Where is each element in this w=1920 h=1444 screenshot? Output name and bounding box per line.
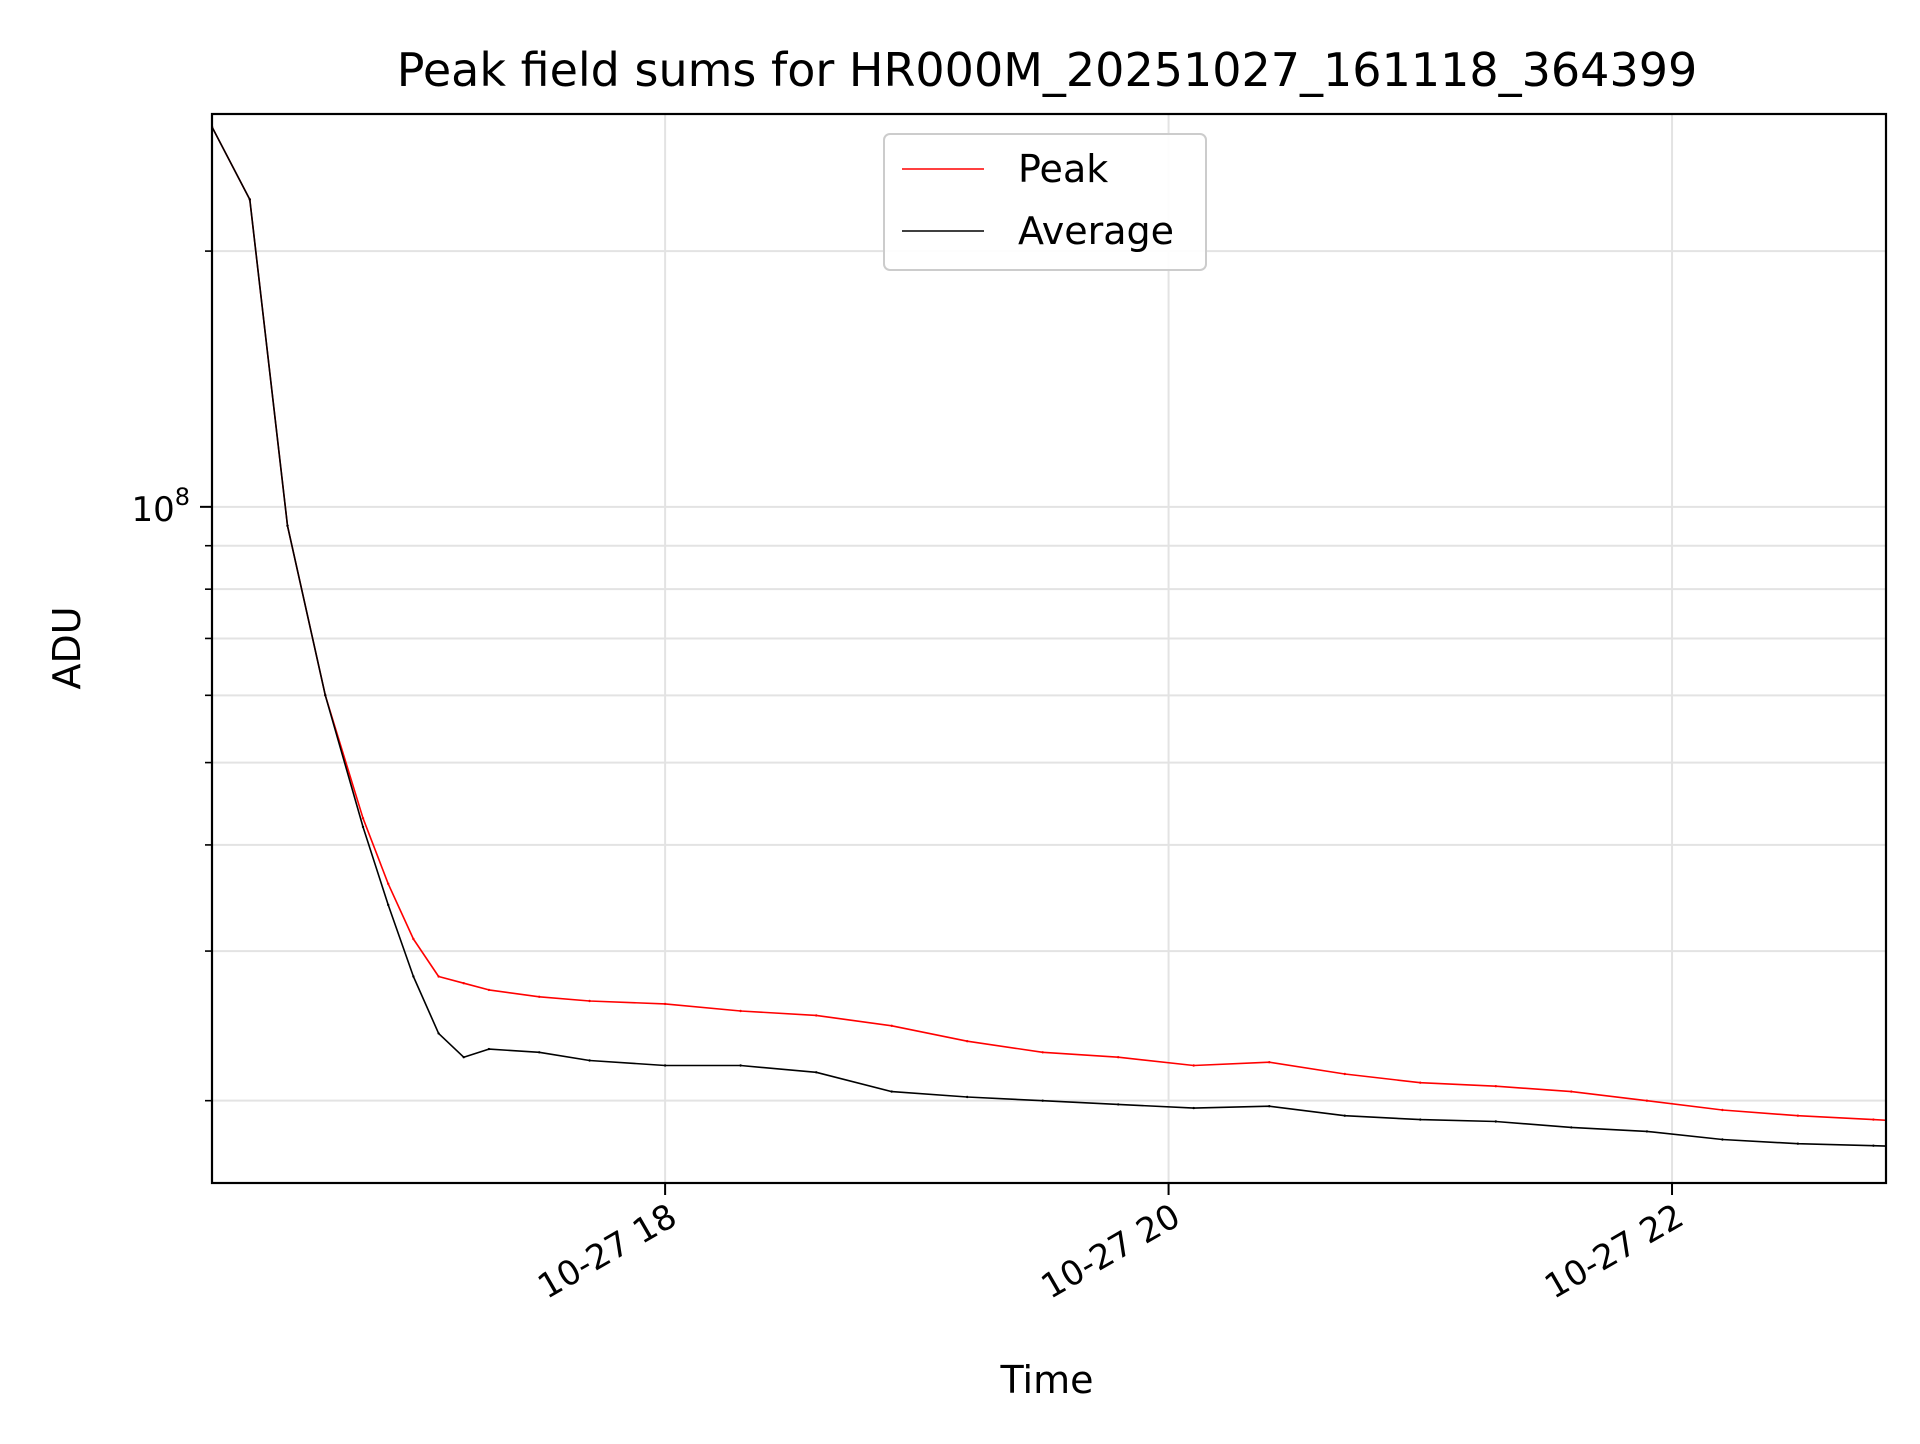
data-point-average xyxy=(437,1032,440,1035)
data-point-peak xyxy=(1645,1099,1649,1102)
data-point-average xyxy=(1872,1144,1875,1147)
data-point-peak xyxy=(538,995,541,998)
data-point-average xyxy=(1494,1120,1498,1123)
series-line-average xyxy=(212,126,1886,1147)
data-point-peak xyxy=(1494,1085,1498,1088)
data-point-average xyxy=(815,1071,818,1074)
data-point-average xyxy=(286,524,289,527)
data-point-average xyxy=(1645,1130,1649,1133)
data-point-average xyxy=(248,198,251,201)
data-point-peak xyxy=(1343,1072,1347,1076)
data-point-peak xyxy=(361,817,365,820)
data-point-average xyxy=(462,1056,465,1059)
data-point-average xyxy=(966,1095,969,1099)
data-point-peak xyxy=(890,1024,893,1028)
data-point-peak xyxy=(588,999,591,1003)
data-point-average xyxy=(1192,1106,1195,1110)
x-axis-label: Time xyxy=(1000,1358,1094,1402)
data-point-average xyxy=(663,1064,667,1067)
data-point-average xyxy=(1796,1142,1800,1145)
data-point-peak xyxy=(663,1002,667,1006)
data-point-average xyxy=(487,1047,491,1051)
data-point-peak xyxy=(1419,1081,1422,1084)
data-point-average xyxy=(739,1064,742,1067)
series-line-peak xyxy=(212,126,1886,1122)
data-point-peak xyxy=(1570,1090,1573,1093)
data-point-average xyxy=(890,1090,893,1093)
data-point-peak xyxy=(487,988,491,992)
plot-series xyxy=(212,125,1886,1147)
data-point-average xyxy=(1419,1118,1422,1121)
data-point-average xyxy=(412,975,415,978)
data-point-peak xyxy=(387,882,390,885)
grid-lines xyxy=(212,114,1886,1183)
data-point-peak xyxy=(437,975,440,978)
data-point-average xyxy=(588,1059,591,1062)
y-axis-label: ADU xyxy=(45,606,89,689)
legend-label-peak: Peak xyxy=(1018,147,1108,191)
data-point-peak xyxy=(739,1009,742,1013)
data-point-average xyxy=(538,1051,541,1054)
data-point-peak xyxy=(1721,1108,1724,1112)
data-point-peak xyxy=(462,982,465,985)
data-point-peak xyxy=(1796,1114,1800,1117)
data-point-peak xyxy=(1872,1118,1875,1121)
data-point-average xyxy=(324,694,327,697)
legend-box xyxy=(883,133,1207,271)
data-point-peak xyxy=(1268,1061,1271,1064)
data-point-average xyxy=(1117,1103,1120,1106)
legend: Peak Average xyxy=(883,133,1207,271)
data-point-average xyxy=(1343,1114,1347,1117)
data-point-average xyxy=(1721,1138,1724,1141)
data-point-average xyxy=(1570,1126,1573,1129)
data-point-peak xyxy=(1041,1051,1044,1054)
chart-title: Peak field sums for HR000M_20251027_1611… xyxy=(397,43,1698,97)
data-point-average xyxy=(1268,1105,1271,1108)
data-point-peak xyxy=(815,1014,818,1017)
data-point-peak xyxy=(1117,1056,1120,1059)
data-point-average xyxy=(387,903,390,907)
plot-frame xyxy=(210,112,1888,1185)
data-point-peak xyxy=(1192,1064,1195,1067)
legend-label-average: Average xyxy=(1018,209,1174,253)
data-point-average xyxy=(1041,1099,1044,1102)
data-point-peak xyxy=(412,937,415,941)
data-point-peak xyxy=(966,1040,969,1043)
data-point-average xyxy=(361,825,365,829)
